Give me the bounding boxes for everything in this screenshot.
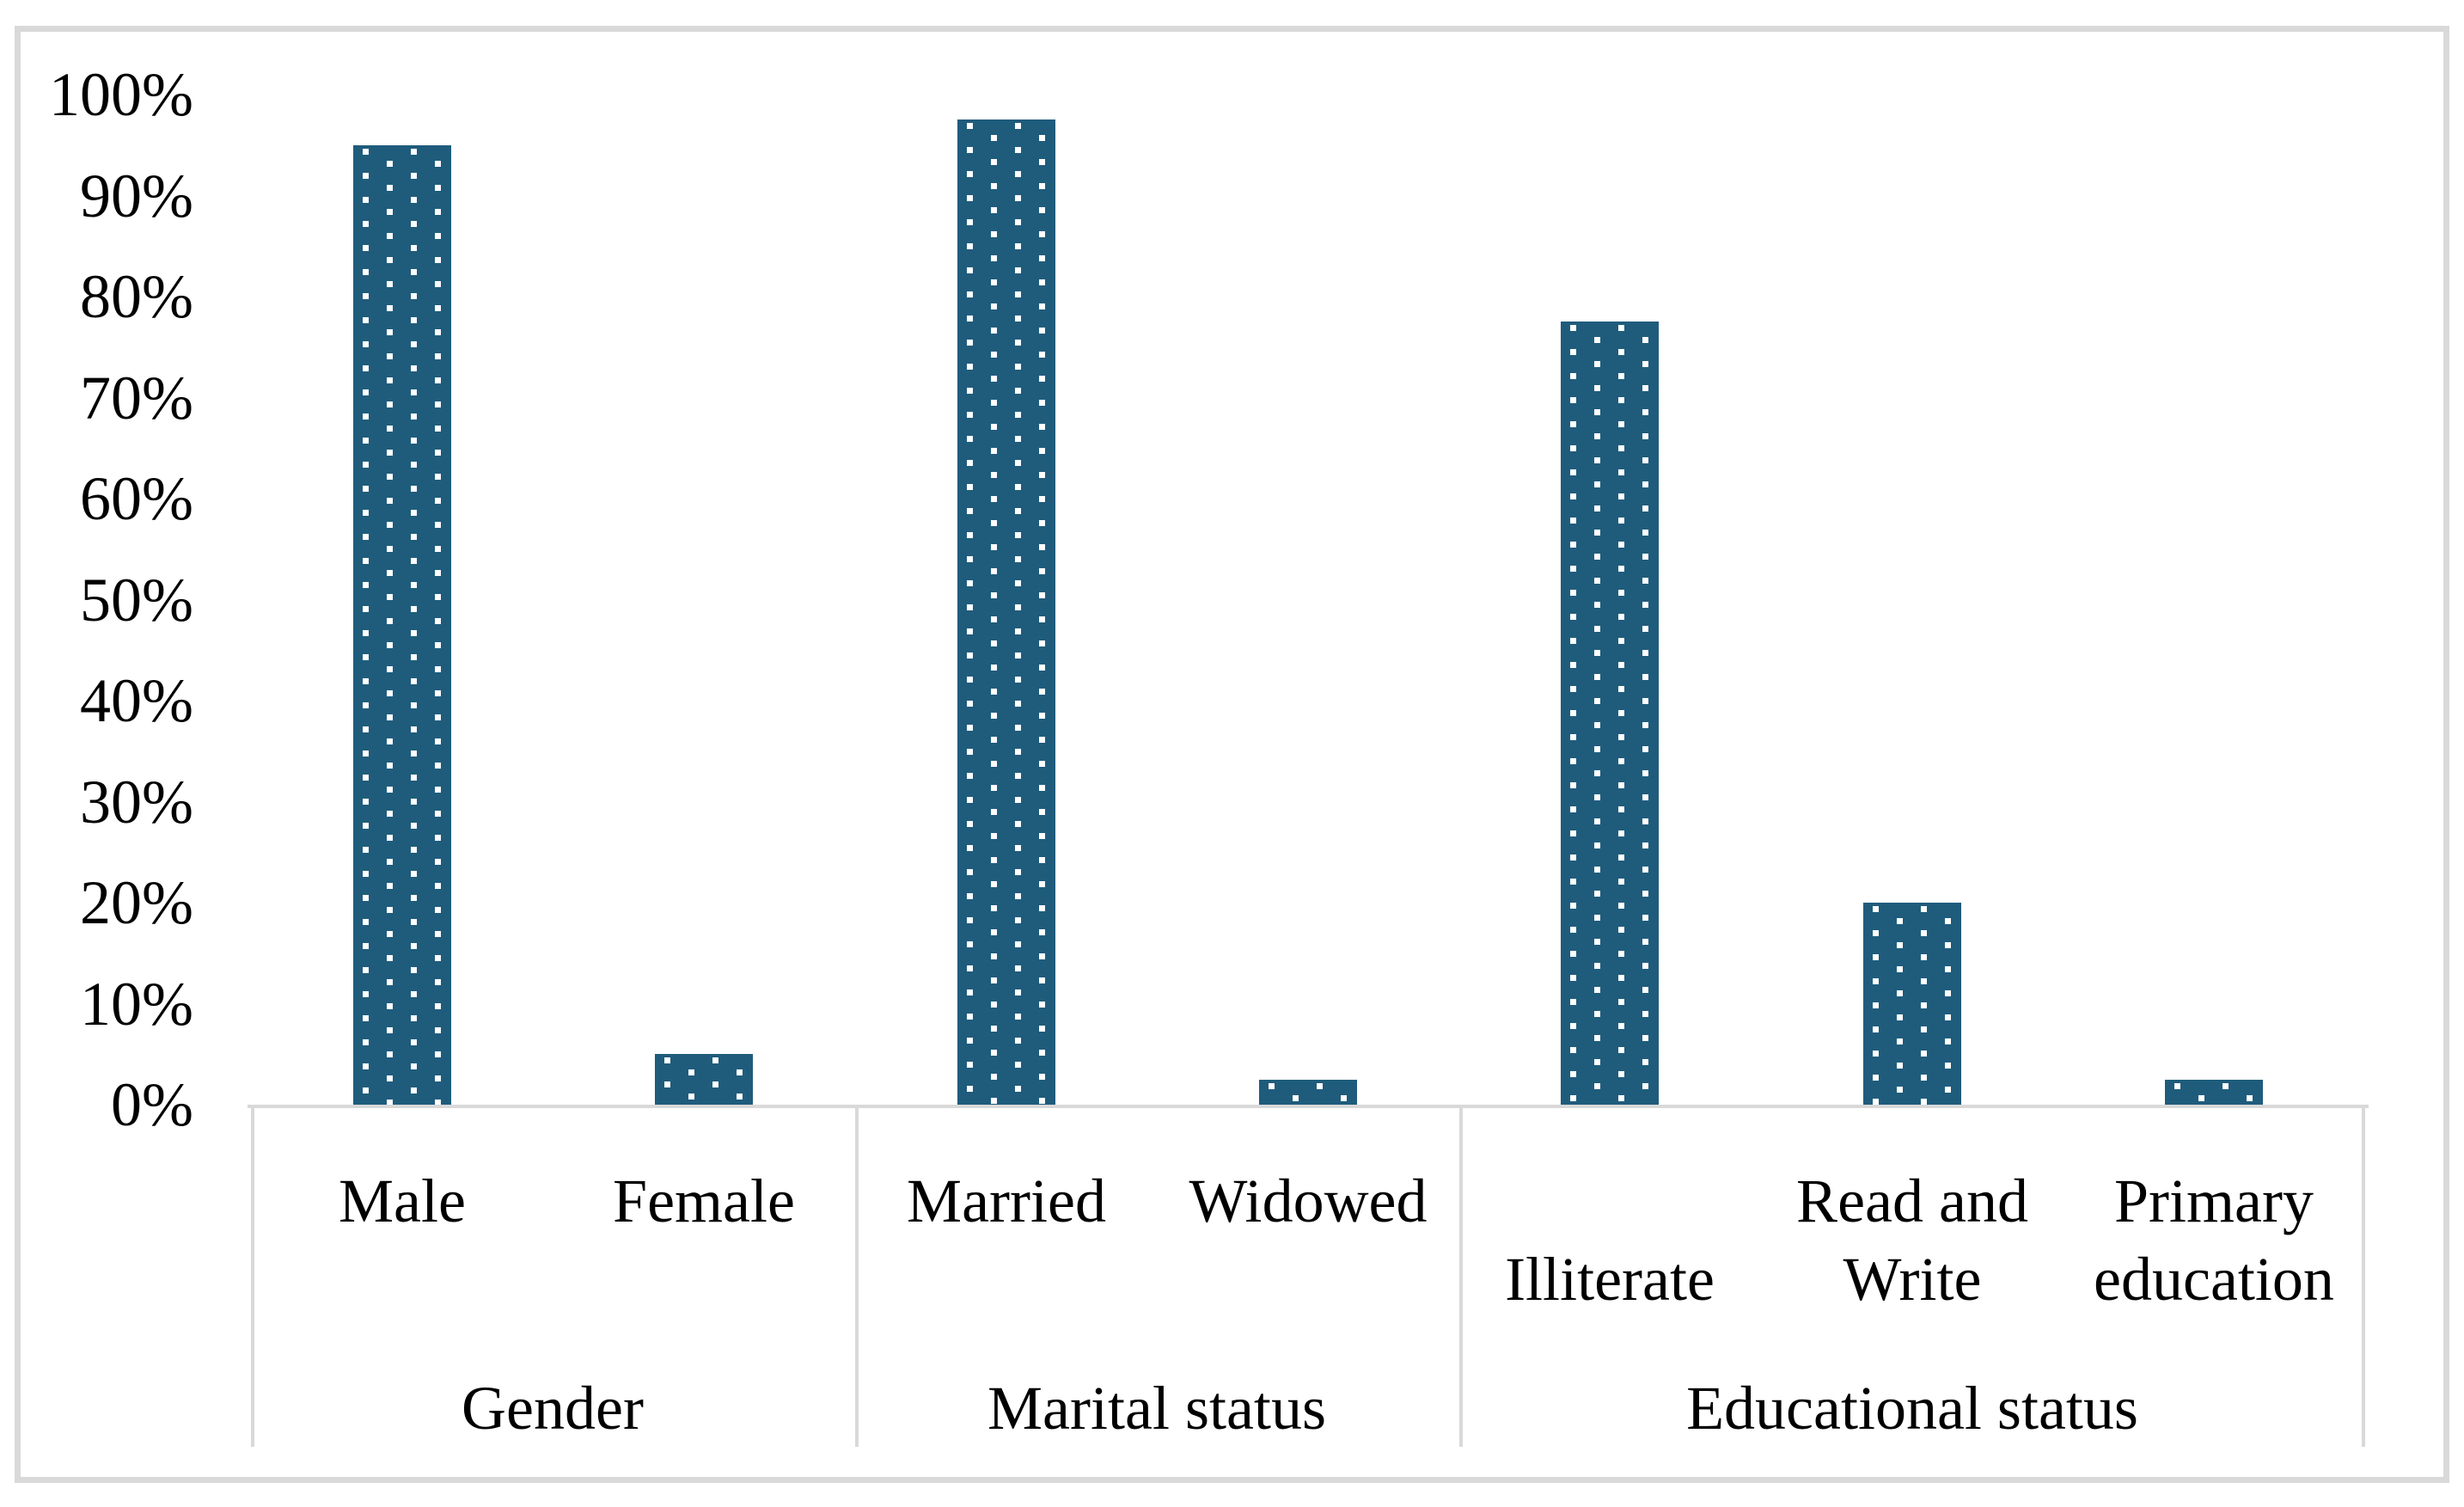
category-label-line: Read and	[1796, 1167, 2028, 1235]
category-label-line: Female	[613, 1167, 795, 1235]
y-tick-label-40: 40%	[80, 666, 193, 735]
group-divider-line-0	[251, 1105, 254, 1447]
category-label-primary-education: Primary education	[2033, 1162, 2394, 1319]
category-label-line: Widowed	[1189, 1167, 1428, 1235]
y-tick-label-80: 80%	[80, 262, 193, 331]
y-tick-label-50: 50%	[80, 565, 193, 634]
group-label-marital-status: Marital status	[987, 1374, 1326, 1443]
group-label-gender: Gender	[462, 1374, 644, 1443]
x-axis-line	[248, 1105, 2369, 1108]
group-divider-line-1	[855, 1105, 859, 1447]
category-label-male: Male	[222, 1162, 583, 1241]
bar-male	[353, 145, 451, 1105]
bar-read-and-write	[1863, 903, 1961, 1105]
y-tick-label-0: 0%	[111, 1070, 193, 1139]
y-tick-label-20: 20%	[80, 868, 193, 937]
category-label-widowed: Widowed	[1128, 1162, 1489, 1241]
category-label-line: education	[2094, 1245, 2334, 1314]
category-label-read-and-write: Read and Write	[1732, 1162, 2093, 1319]
y-tick-label-60: 60%	[80, 464, 193, 533]
group-label-educational-status: Educational status	[1686, 1374, 2138, 1443]
bar-illiterate	[1561, 322, 1659, 1105]
category-label-line: Male	[339, 1167, 466, 1235]
category-label-line: Illiterate	[1505, 1245, 1715, 1314]
bar-primary-education	[2165, 1080, 2263, 1105]
figure-border-frame	[15, 26, 2449, 1483]
category-label-married: Married	[826, 1162, 1187, 1241]
category-label-female: Female	[523, 1162, 884, 1241]
category-label-line: Married	[907, 1167, 1106, 1235]
y-tick-label-90: 90%	[80, 161, 193, 230]
bar-female	[655, 1054, 753, 1105]
bar-widowed	[1259, 1080, 1357, 1105]
y-tick-label-70: 70%	[80, 363, 193, 432]
category-label-line: Write	[1843, 1245, 1982, 1314]
y-tick-label-100: 100%	[49, 60, 193, 129]
category-label-illiterate: Illiterate	[1429, 1241, 1790, 1319]
y-tick-label-30: 30%	[80, 767, 193, 836]
category-label-line: Primary	[2114, 1167, 2314, 1235]
group-divider-line-2	[1459, 1105, 1463, 1447]
bar-married	[957, 119, 1055, 1105]
y-tick-label-10: 10%	[80, 969, 193, 1038]
group-divider-line-3	[2362, 1105, 2365, 1447]
